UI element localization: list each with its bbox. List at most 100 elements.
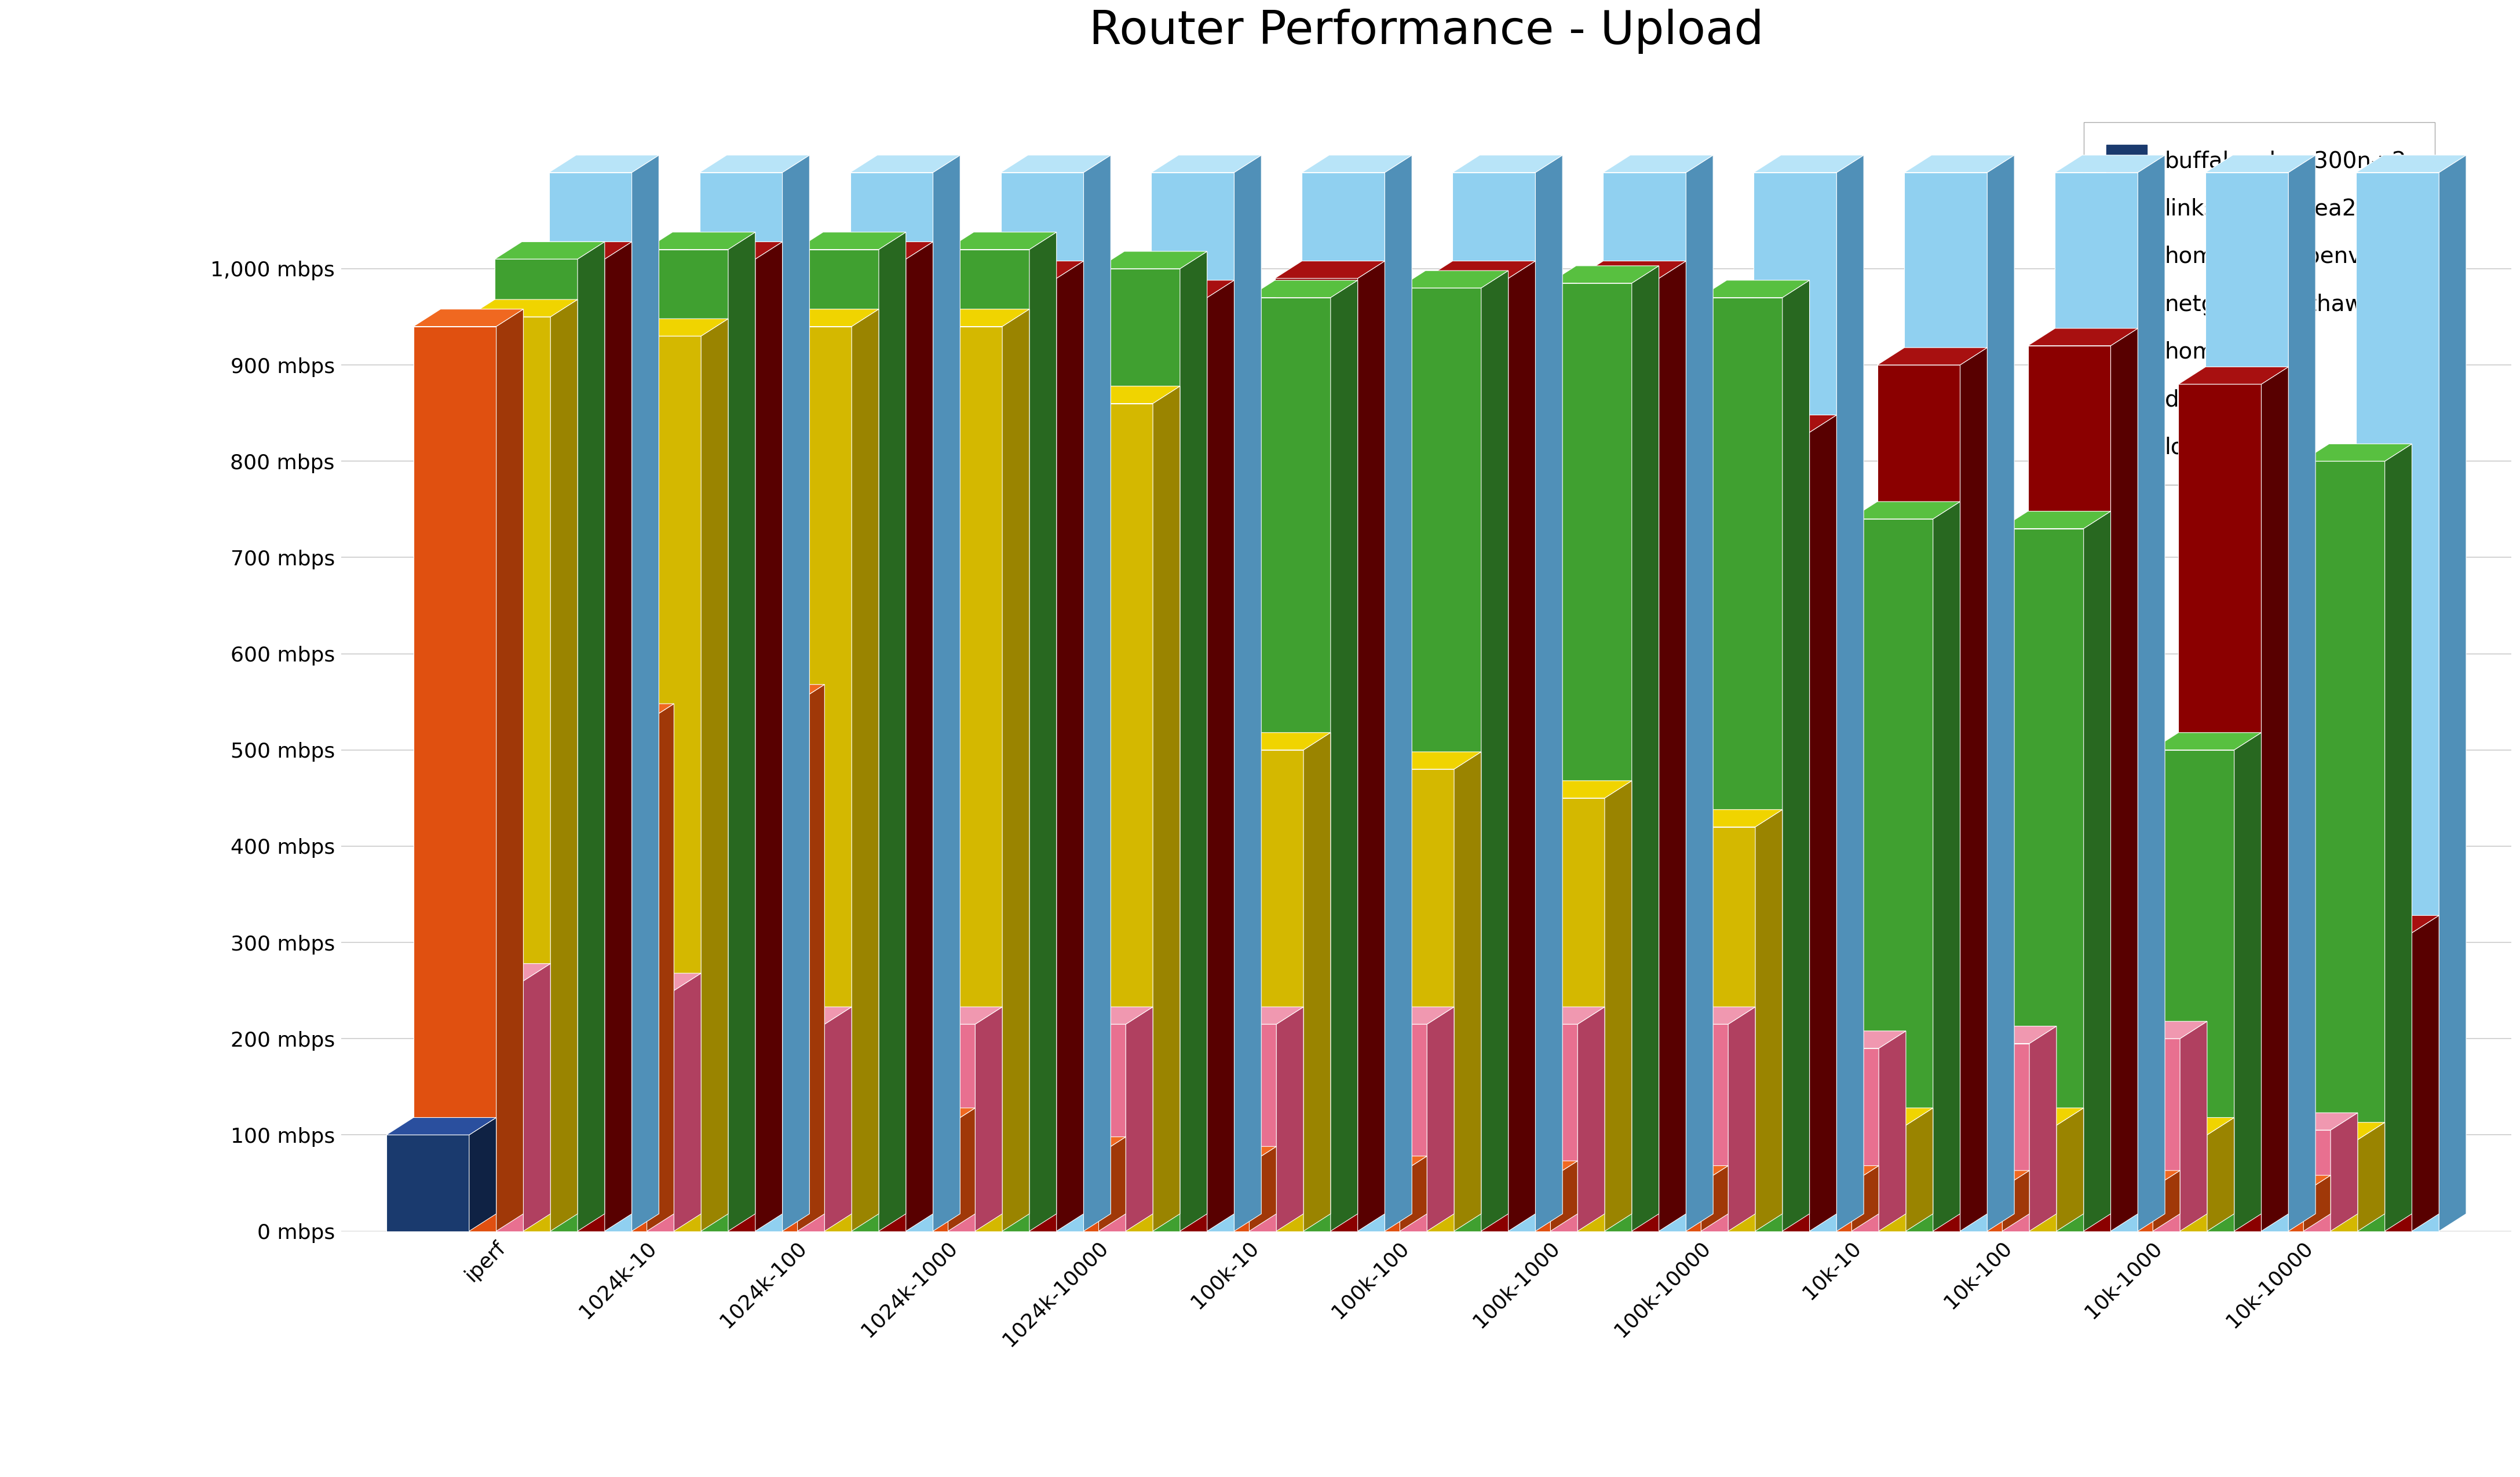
Polygon shape (852, 309, 879, 1232)
Polygon shape (1358, 261, 1386, 1232)
Polygon shape (1126, 1007, 1152, 1232)
Polygon shape (1139, 1204, 1250, 1221)
Polygon shape (620, 1118, 648, 1232)
Polygon shape (386, 1118, 496, 1134)
Polygon shape (864, 1125, 948, 1232)
Polygon shape (892, 1007, 1003, 1024)
Polygon shape (864, 1108, 975, 1125)
Polygon shape (701, 173, 781, 1232)
Polygon shape (1973, 1125, 2056, 1232)
Polygon shape (2412, 916, 2439, 1232)
Polygon shape (1590, 1221, 1673, 1232)
Polygon shape (824, 258, 905, 1232)
Polygon shape (988, 1118, 1099, 1134)
Polygon shape (2084, 511, 2112, 1232)
Polygon shape (701, 319, 728, 1232)
Polygon shape (494, 242, 605, 258)
Polygon shape (1686, 155, 1714, 1232)
Polygon shape (2127, 1210, 2152, 1232)
Polygon shape (771, 1118, 796, 1232)
Polygon shape (2029, 1027, 2056, 1232)
Polygon shape (1603, 155, 1714, 173)
Polygon shape (2192, 1226, 2276, 1232)
Polygon shape (2276, 1123, 2384, 1140)
Polygon shape (2205, 155, 2316, 173)
Polygon shape (1550, 284, 1633, 1232)
Polygon shape (1401, 1156, 1426, 1232)
Polygon shape (1698, 297, 1782, 1232)
Polygon shape (2260, 366, 2288, 1232)
Polygon shape (496, 309, 524, 1232)
Polygon shape (1550, 266, 1658, 284)
Polygon shape (673, 973, 701, 1232)
Polygon shape (920, 309, 1028, 326)
Polygon shape (1822, 1108, 1933, 1125)
Polygon shape (2235, 733, 2260, 1232)
Polygon shape (973, 278, 1056, 1232)
Polygon shape (1646, 1007, 1756, 1024)
Polygon shape (1877, 365, 1961, 1232)
Polygon shape (2069, 1170, 2180, 1188)
Polygon shape (769, 326, 852, 1232)
Polygon shape (975, 1007, 1003, 1232)
Polygon shape (796, 232, 905, 250)
Polygon shape (1371, 770, 1454, 1232)
Polygon shape (1386, 155, 1411, 1232)
Polygon shape (1426, 1007, 1454, 1232)
Polygon shape (1729, 1007, 1756, 1232)
Polygon shape (617, 319, 728, 337)
Polygon shape (2001, 511, 2112, 529)
Polygon shape (413, 326, 496, 1232)
Polygon shape (1905, 155, 2013, 173)
Polygon shape (2054, 155, 2165, 173)
Polygon shape (1535, 155, 1562, 1232)
Polygon shape (524, 963, 549, 1232)
Polygon shape (1071, 403, 1152, 1232)
Polygon shape (2276, 1140, 2359, 1232)
Polygon shape (879, 232, 905, 1232)
Polygon shape (796, 250, 879, 1232)
Polygon shape (905, 242, 932, 1232)
Polygon shape (1452, 173, 1535, 1232)
Polygon shape (1769, 1165, 1880, 1183)
Polygon shape (1605, 781, 1633, 1232)
Polygon shape (2248, 1112, 2359, 1130)
Polygon shape (1509, 261, 1535, 1232)
Polygon shape (1247, 297, 1331, 1232)
Polygon shape (1426, 261, 1535, 278)
Polygon shape (1426, 278, 1509, 1232)
Polygon shape (1824, 1210, 1852, 1232)
Polygon shape (1152, 155, 1263, 173)
Polygon shape (469, 316, 549, 1232)
Polygon shape (1482, 270, 1509, 1232)
Polygon shape (1441, 1204, 1550, 1221)
Polygon shape (1741, 1226, 1824, 1232)
Polygon shape (2384, 445, 2412, 1232)
Polygon shape (1698, 281, 1809, 297)
Polygon shape (2276, 1210, 2303, 1232)
Polygon shape (2152, 750, 2235, 1232)
Polygon shape (1701, 1165, 1729, 1232)
Polygon shape (564, 703, 673, 721)
Polygon shape (1893, 1210, 2003, 1226)
Polygon shape (645, 250, 728, 1232)
Polygon shape (1250, 1146, 1275, 1232)
Polygon shape (441, 963, 549, 981)
Polygon shape (1139, 1221, 1222, 1232)
Polygon shape (386, 1134, 469, 1232)
Polygon shape (1373, 1204, 1401, 1232)
Polygon shape (1235, 155, 1263, 1232)
Polygon shape (522, 258, 605, 1232)
Polygon shape (1633, 266, 1658, 1232)
Polygon shape (1167, 1146, 1275, 1164)
Polygon shape (1096, 251, 1207, 269)
Polygon shape (2331, 1112, 2359, 1232)
Polygon shape (1961, 347, 1988, 1232)
Polygon shape (716, 684, 824, 702)
Polygon shape (1550, 1161, 1578, 1232)
Polygon shape (2001, 529, 2084, 1232)
Polygon shape (1973, 1108, 2084, 1125)
Polygon shape (756, 242, 781, 1232)
Polygon shape (592, 991, 673, 1232)
Polygon shape (1782, 281, 1809, 1232)
